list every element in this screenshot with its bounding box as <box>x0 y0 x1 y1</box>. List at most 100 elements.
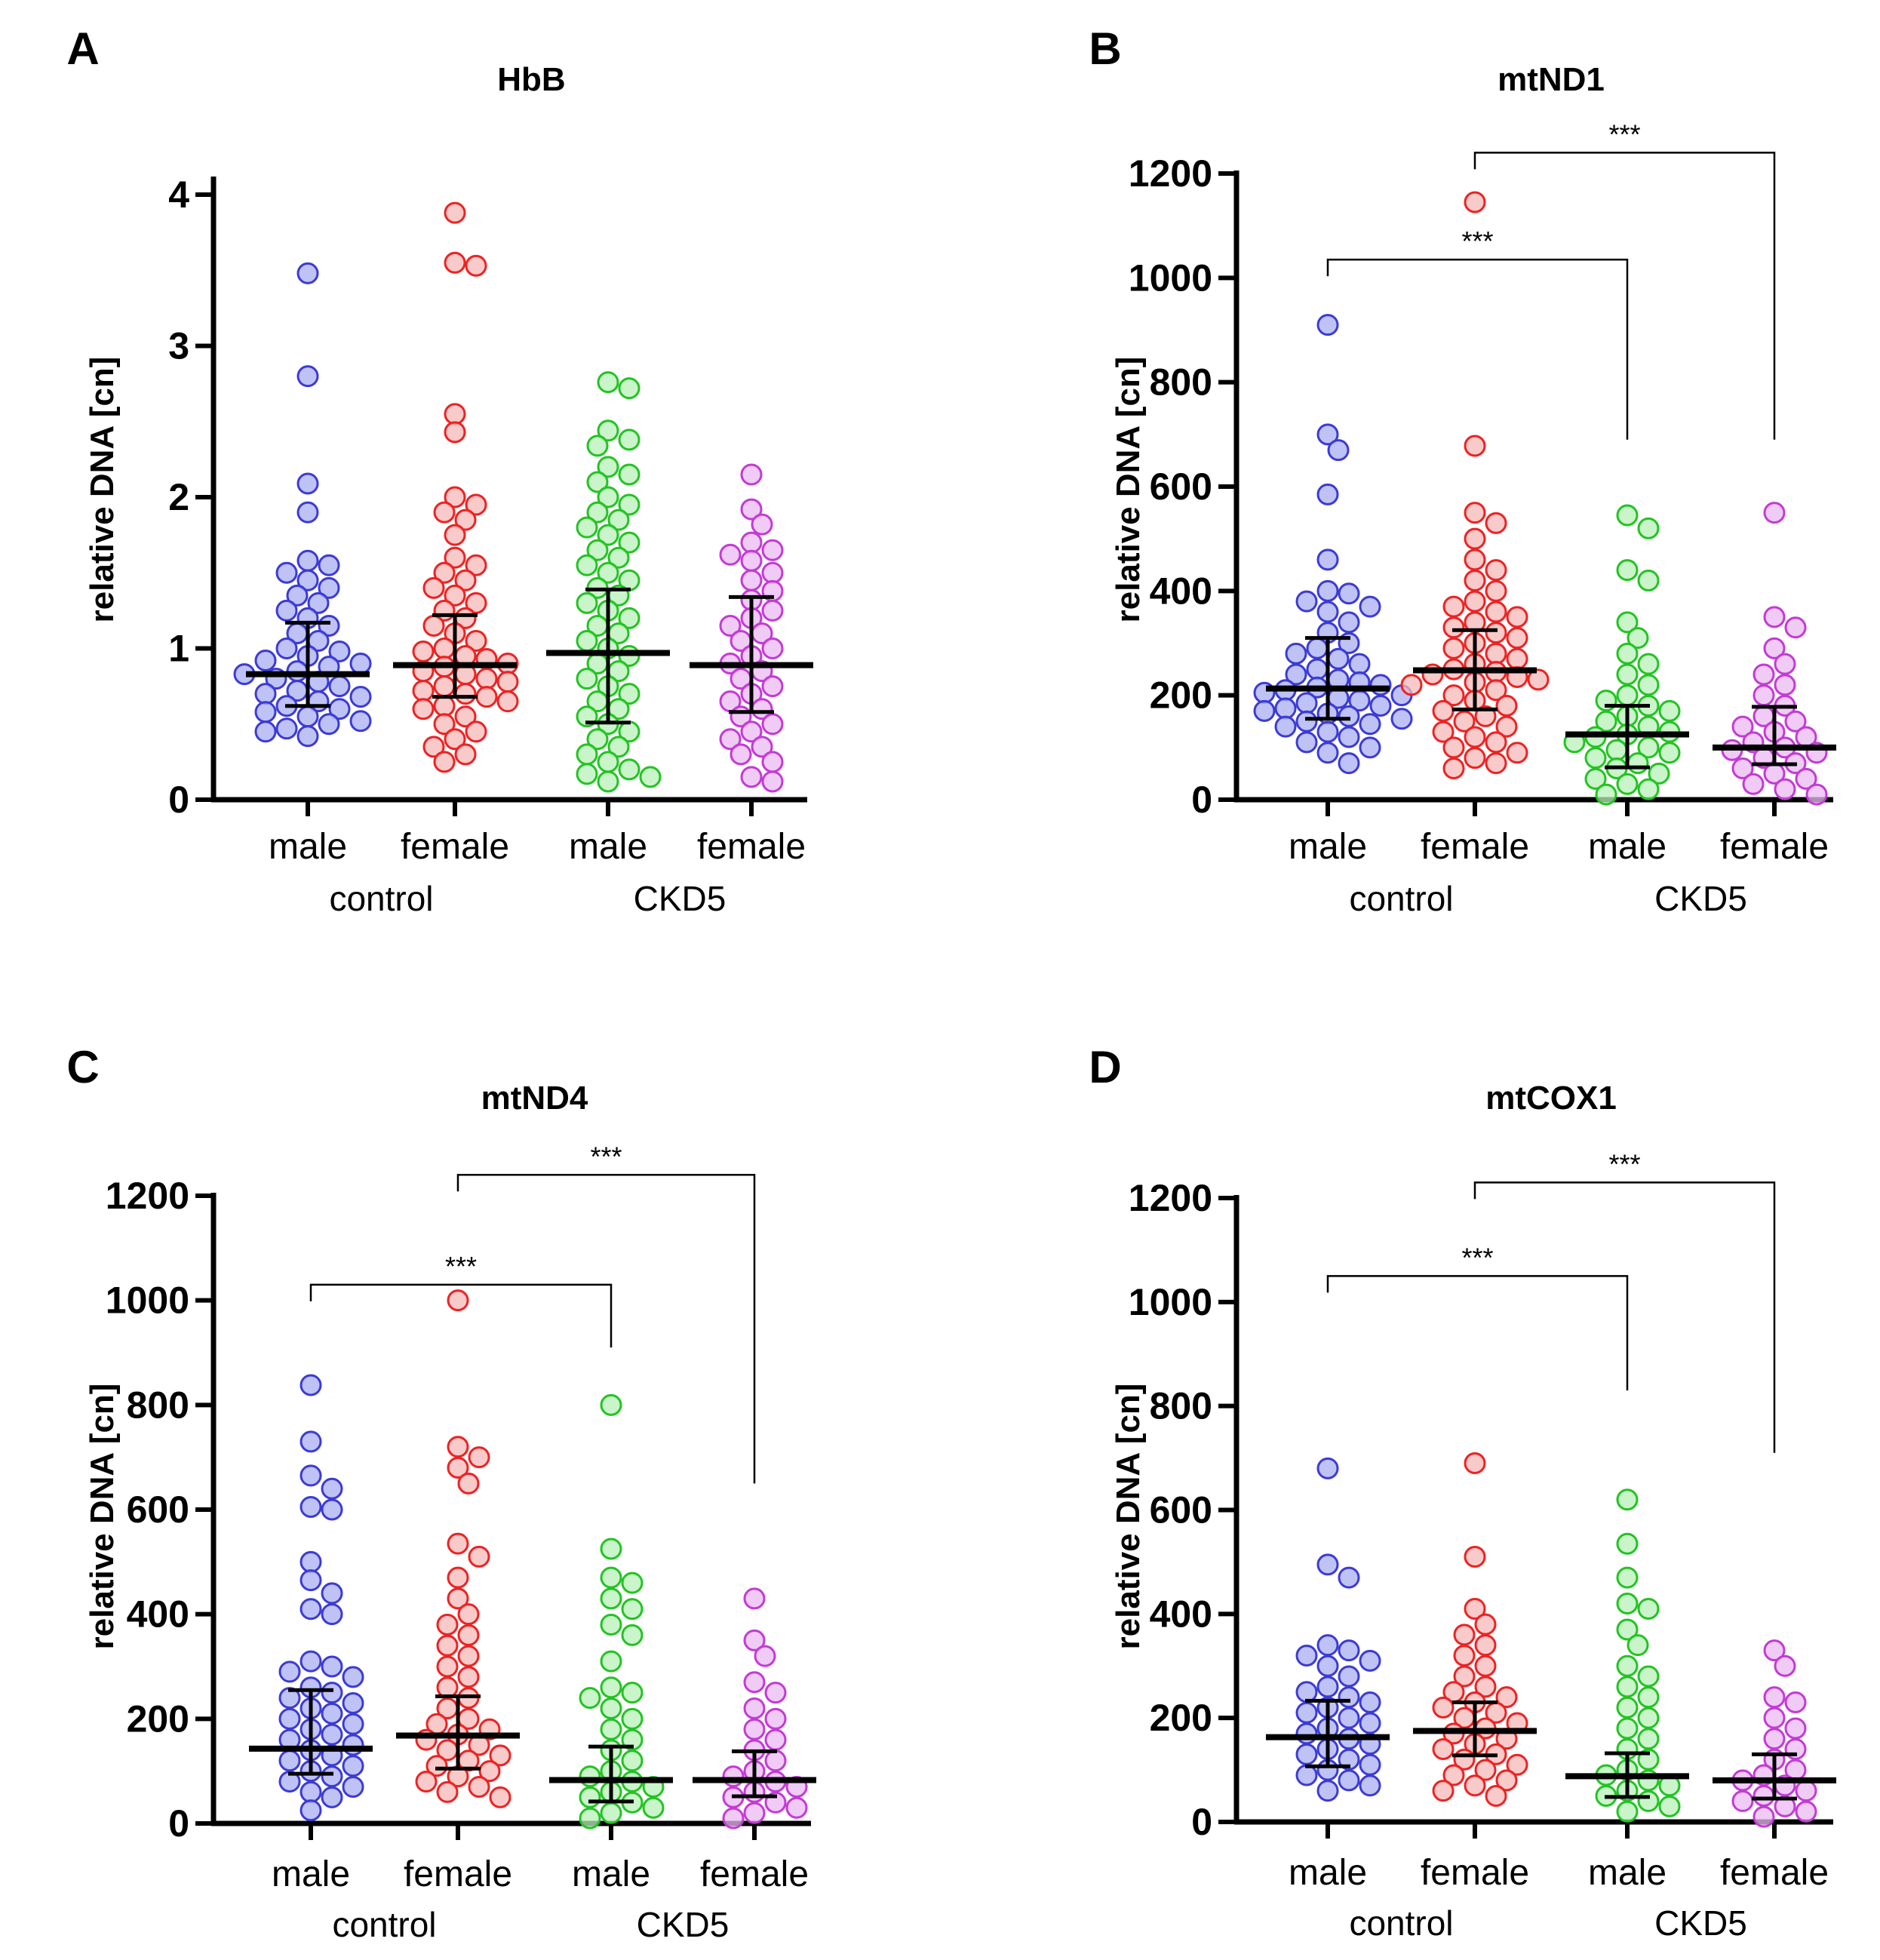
data-point <box>1442 684 1465 707</box>
data-point <box>1616 1488 1639 1511</box>
data-point <box>1295 731 1318 754</box>
data-point <box>600 1566 622 1589</box>
data-point <box>1731 715 1754 738</box>
data-point <box>1506 647 1528 670</box>
data-point <box>254 683 277 705</box>
data-point <box>468 1775 490 1798</box>
data-point <box>1637 1707 1660 1729</box>
data-point <box>454 508 477 531</box>
y-tick-label: 400 <box>1150 570 1212 612</box>
y-tick-label: 800 <box>1150 1385 1212 1427</box>
data-point <box>433 561 456 584</box>
data-point <box>743 1671 766 1694</box>
data-point <box>436 1634 459 1657</box>
data-point <box>1506 606 1528 628</box>
data-point <box>296 549 319 572</box>
data-point <box>444 403 466 425</box>
data-point <box>465 493 487 516</box>
data-point <box>1338 705 1360 727</box>
data-point <box>454 705 477 728</box>
data-point <box>1432 720 1455 743</box>
data-point <box>576 516 598 539</box>
data-point <box>1359 1712 1381 1734</box>
significance-label: *** <box>445 1251 477 1282</box>
data-point <box>1763 606 1786 628</box>
data-point <box>740 549 763 572</box>
data-point <box>1474 1676 1497 1698</box>
data-point <box>1637 736 1660 759</box>
data-point <box>436 1780 459 1803</box>
data-point <box>444 486 466 508</box>
data-point <box>1359 713 1381 736</box>
data-point <box>318 713 340 736</box>
data-point <box>1595 710 1617 733</box>
x-group-label: control <box>329 879 433 918</box>
data-point <box>1616 1717 1639 1740</box>
data-point <box>307 591 330 614</box>
data-point <box>468 1446 490 1469</box>
data-point <box>1464 548 1486 571</box>
data-point <box>1464 726 1486 748</box>
x-category-label: female <box>700 1854 809 1894</box>
data-point <box>300 1650 322 1673</box>
data-point <box>457 1603 480 1626</box>
data-point <box>1295 692 1318 714</box>
data-point <box>422 614 445 637</box>
data-point <box>1453 1665 1476 1688</box>
data-point <box>579 1786 601 1808</box>
panel-label: A <box>66 23 99 74</box>
data-point <box>1464 590 1486 613</box>
data-point <box>1338 1566 1360 1589</box>
x-group-label: CKD5 <box>1654 1903 1747 1943</box>
data-point <box>300 1496 322 1519</box>
data-point <box>1485 679 1507 702</box>
data-point <box>607 508 630 531</box>
data-point <box>1763 502 1786 524</box>
data-point <box>321 1723 343 1746</box>
data-point <box>349 686 372 708</box>
data-point <box>743 1587 766 1610</box>
data-point <box>761 539 784 561</box>
data-point <box>254 650 277 672</box>
data-point <box>1359 736 1381 759</box>
data-point <box>278 1771 301 1793</box>
data-point <box>1584 747 1607 770</box>
data-point <box>607 736 630 758</box>
data-point <box>1432 1696 1455 1719</box>
data-point <box>1637 674 1660 696</box>
data-point <box>1753 663 1775 686</box>
data-point <box>433 695 456 717</box>
data-point <box>1369 695 1392 717</box>
data-point <box>300 1464 322 1487</box>
y-tick-label: 3 <box>168 325 189 367</box>
data-point <box>1253 699 1276 722</box>
data-point <box>1474 1654 1497 1677</box>
data-point <box>785 1796 808 1819</box>
data-point <box>600 1650 622 1673</box>
data-point <box>1295 1722 1318 1745</box>
x-category-label: female <box>404 1854 512 1894</box>
data-point <box>321 1682 343 1704</box>
x-category-label: male <box>572 1854 650 1894</box>
data-point <box>478 1760 501 1783</box>
significance-bracket <box>1473 152 1776 440</box>
data-point <box>447 1436 469 1458</box>
data-point <box>1327 647 1350 670</box>
data-point <box>1485 579 1507 602</box>
data-point <box>1464 1546 1486 1568</box>
data-point <box>1338 582 1360 605</box>
data-point <box>342 1734 364 1756</box>
data-point <box>275 599 298 622</box>
data-point <box>1627 1634 1649 1657</box>
data-point <box>1295 1701 1318 1724</box>
y-axis-label: relative DNA [cn] <box>1110 1384 1147 1650</box>
data-point <box>425 1755 448 1777</box>
data-point <box>1753 1785 1775 1808</box>
data-point <box>761 599 784 622</box>
data-point <box>743 1629 766 1651</box>
data-point <box>296 725 319 748</box>
data-point <box>597 419 619 442</box>
data-point <box>1774 674 1796 696</box>
data-point <box>1295 1764 1318 1786</box>
